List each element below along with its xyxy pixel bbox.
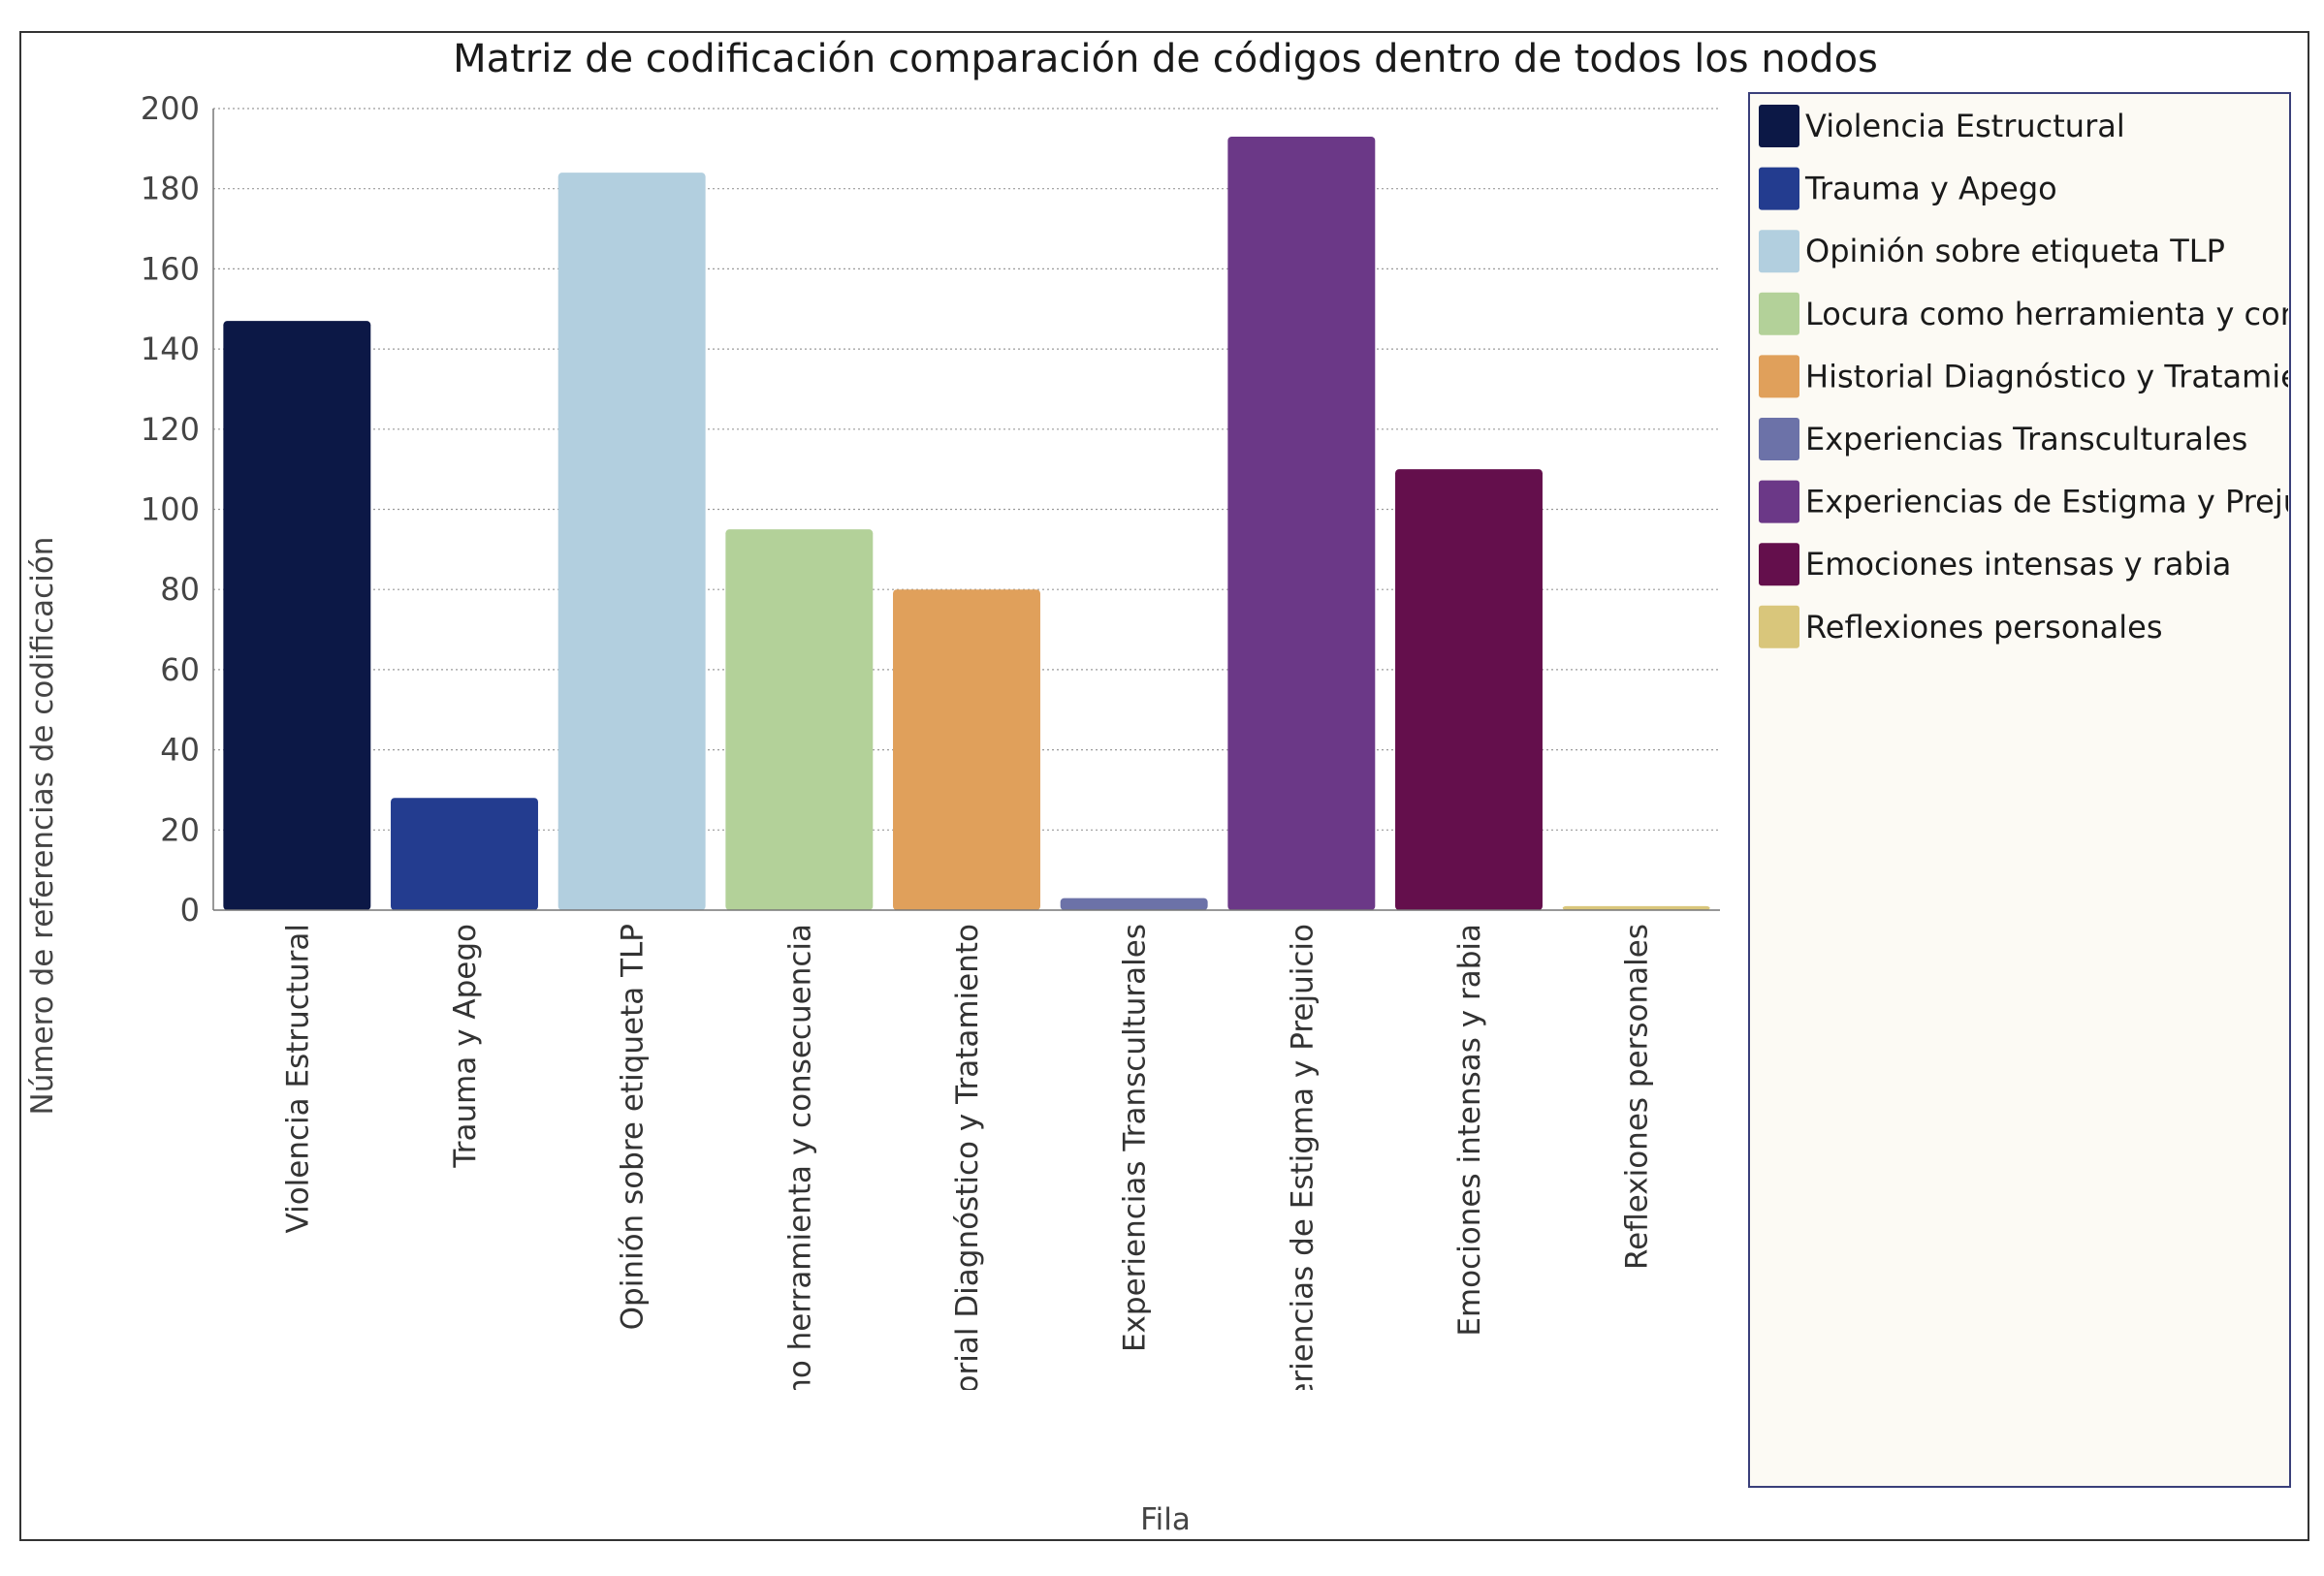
y-tick-label: 100	[141, 491, 200, 528]
bar	[1060, 898, 1208, 910]
x-tick-label: Experiencias Transculturales	[1118, 924, 1153, 1352]
legend-label: Emociones intensas y rabia	[1805, 546, 2231, 583]
x-tick-label: Opinión sobre etiqueta TLP	[616, 924, 651, 1330]
x-tick-label: Historial Diagnóstico y Tratamiento	[950, 924, 985, 1452]
legend-swatch	[1759, 418, 1799, 460]
x-axis-label: Fila	[1140, 1502, 1191, 1537]
y-tick-label: 80	[160, 571, 200, 608]
x-tick-label: Locura como herramienta y consecuencia	[782, 924, 817, 1539]
x-tick-label: Reflexiones personales	[1620, 924, 1655, 1270]
bar	[557, 173, 706, 910]
legend-swatch	[1759, 292, 1799, 335]
bars	[223, 136, 1710, 910]
bar	[1227, 136, 1376, 910]
x-tick-label: Violencia Estructural	[280, 924, 315, 1233]
axes: 0 20 40 60 80 100 120 140 160 180 200 Violencia Est…	[141, 90, 1720, 1539]
legend: Violencia Estructural Trauma y Apego Opini…	[1748, 92, 2308, 1488]
legend-swatch	[1759, 543, 1799, 586]
y-tick-label: 40	[160, 732, 200, 769]
legend-swatch	[1759, 605, 1799, 648]
legend-label: Experiencias Transculturales	[1805, 421, 2247, 457]
y-tick-label: 200	[141, 90, 200, 127]
legend-swatch	[1759, 480, 1799, 523]
legend-label: Opinión sobre etiqueta TLP	[1805, 233, 2225, 269]
legend-swatch	[1759, 230, 1799, 273]
y-tick-label: 160	[141, 250, 200, 287]
y-tick-label: 140	[141, 331, 200, 367]
legend-label: Violencia Estructural	[1805, 108, 2125, 144]
legend-label: Trauma y Apego	[1804, 171, 2057, 207]
y-tick-label: 180	[141, 171, 200, 207]
y-tick-label: 120	[141, 411, 200, 448]
legend-label: Historial Diagnóstico y Tratamiento	[1805, 358, 2308, 394]
legend-swatch	[1759, 167, 1799, 210]
bar	[725, 529, 874, 910]
bar	[1562, 905, 1710, 910]
legend-label: Experiencias de Estigma y Prejuicio	[1805, 484, 2308, 520]
bar	[391, 798, 538, 910]
bar	[223, 321, 371, 910]
x-tick-label: Trauma y Apego	[448, 924, 483, 1169]
y-tick-label: 60	[160, 651, 200, 688]
legend-box	[1748, 92, 2291, 1488]
bar-chart: 0 20 40 60 80 100 120 140 160 180 200 Violencia Est…	[25, 37, 2308, 1539]
bar	[1395, 469, 1543, 910]
y-tick-label: 0	[180, 892, 200, 929]
legend-label: Locura como herramienta y consecuencia	[1805, 296, 2308, 332]
y-tick-label: 20	[160, 811, 200, 848]
bar	[893, 589, 1040, 910]
x-tick-label: Emociones intensas y rabia	[1452, 924, 1487, 1337]
legend-swatch	[1759, 355, 1799, 398]
y-axis-label: Número de referencias de codificación	[25, 537, 60, 1116]
legend-label: Reflexiones personales	[1805, 609, 2163, 646]
chart-frame: 0 20 40 60 80 100 120 140 160 180 200 Violencia Est…	[19, 31, 2309, 1541]
legend-swatch	[1759, 105, 1799, 147]
x-tick-label: Experiencias de Estigma y Prejuicio	[1285, 924, 1320, 1457]
chart-title: Matriz de codificación comparación de có…	[453, 37, 1878, 81]
